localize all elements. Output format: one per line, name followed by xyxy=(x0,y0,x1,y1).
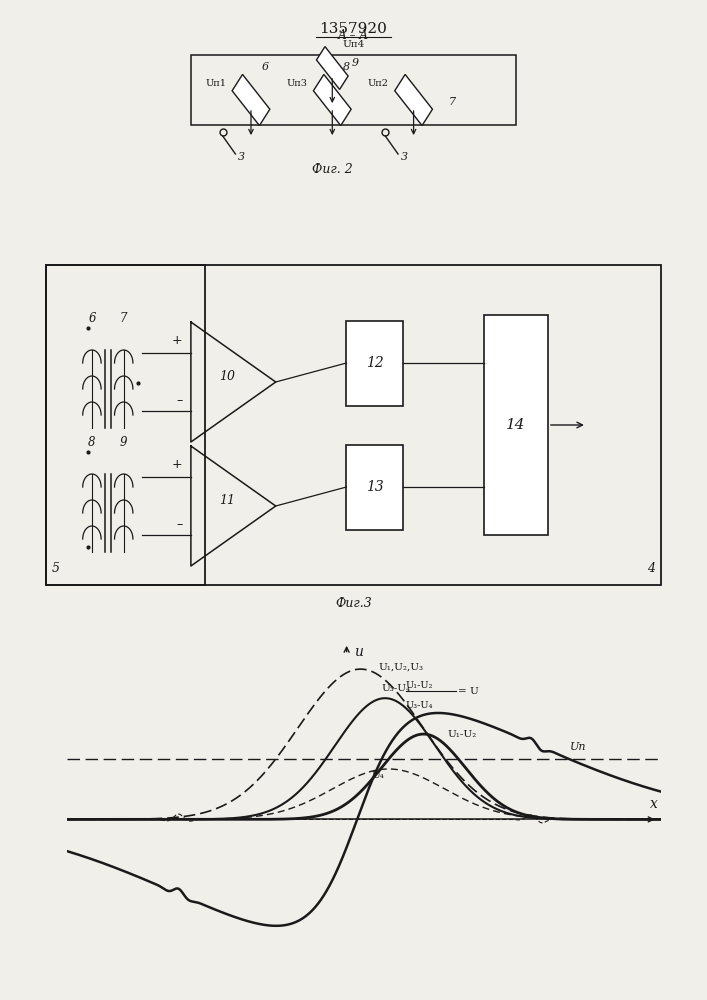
Text: 9: 9 xyxy=(352,58,359,68)
Text: 14: 14 xyxy=(506,418,526,432)
Text: 11: 11 xyxy=(219,494,235,508)
Text: u: u xyxy=(354,645,363,659)
Text: = U: = U xyxy=(458,687,479,696)
Text: Фиг.4: Фиг.4 xyxy=(335,946,372,958)
Text: Uп: Uп xyxy=(571,742,587,752)
Text: U₁-U₂: U₁-U₂ xyxy=(406,681,433,690)
Text: 8: 8 xyxy=(88,436,95,449)
Text: Фиг.3: Фиг.3 xyxy=(335,597,372,610)
Text: Фиг. 2: Фиг. 2 xyxy=(312,163,353,176)
Text: U₄: U₄ xyxy=(371,771,384,780)
Text: –: – xyxy=(176,518,182,531)
Text: U₃-U₄: U₃-U₄ xyxy=(406,701,433,710)
Text: U₃-U₄: U₃-U₄ xyxy=(382,684,411,693)
Text: 7: 7 xyxy=(449,97,456,107)
Text: 4: 4 xyxy=(648,562,655,575)
Text: 10: 10 xyxy=(219,370,235,383)
Text: Uп3: Uп3 xyxy=(286,79,308,88)
Text: 8: 8 xyxy=(343,62,350,72)
Text: 5: 5 xyxy=(52,562,59,575)
Text: 3: 3 xyxy=(401,152,408,162)
Bar xyxy=(46,265,205,585)
Bar xyxy=(395,74,433,126)
Bar xyxy=(313,74,351,126)
Text: Uп4: Uп4 xyxy=(342,40,365,49)
Text: Uп1: Uп1 xyxy=(205,79,226,88)
Bar xyxy=(317,47,348,89)
Text: 7: 7 xyxy=(120,312,127,325)
Text: –: – xyxy=(176,394,182,407)
Text: +: + xyxy=(172,334,182,347)
Text: А – А: А – А xyxy=(338,29,369,42)
Bar xyxy=(346,444,403,529)
Bar xyxy=(232,74,270,126)
Text: x: x xyxy=(650,797,658,811)
Text: 1357920: 1357920 xyxy=(320,22,387,36)
Text: 13: 13 xyxy=(366,480,384,494)
Bar xyxy=(191,55,516,125)
Bar xyxy=(346,320,403,406)
Text: U₁,U₂,U₃: U₁,U₂,U₃ xyxy=(378,662,423,671)
Bar xyxy=(46,265,661,585)
Text: U₁-U₂: U₁-U₂ xyxy=(448,730,477,739)
Text: 3: 3 xyxy=(238,152,245,162)
Text: 6: 6 xyxy=(262,62,269,72)
Text: 9: 9 xyxy=(120,436,127,449)
Text: 6: 6 xyxy=(88,312,95,325)
Text: Uп2: Uп2 xyxy=(368,79,389,88)
Text: +: + xyxy=(172,458,182,471)
Text: 12: 12 xyxy=(366,356,384,370)
Bar xyxy=(484,315,548,535)
